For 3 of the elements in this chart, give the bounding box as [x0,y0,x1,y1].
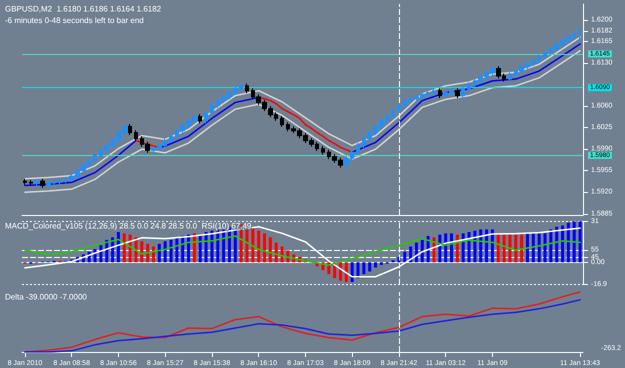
text: -6 minutes 0-48 seconds left to bar end [5,16,144,25]
chart-title: GBPUSD,M2 1.6180 1.6186 1.6164 1.6182 [5,4,162,14]
chart-title: Delta -39.0000 -7.0000 [5,292,88,302]
